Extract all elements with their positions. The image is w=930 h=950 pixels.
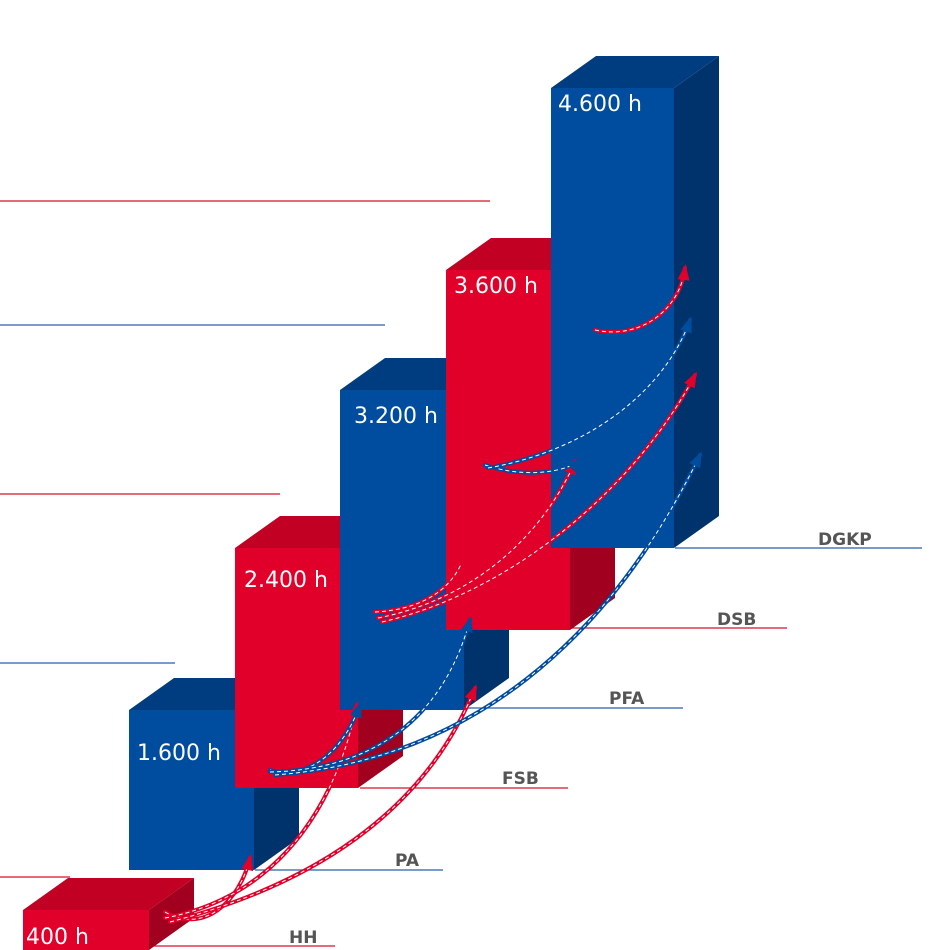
transition-arrow-highlight-9 — [381, 374, 696, 623]
bars — [23, 56, 719, 950]
hours-label-dsb: 3.600 h — [454, 274, 538, 299]
level-label-dgkp: DGKP — [818, 530, 872, 550]
transition-arrow-highlight-7 — [374, 552, 466, 613]
transition-arrow-highlight-6 — [274, 454, 701, 776]
bar-front-hh — [23, 910, 149, 950]
labels: DGKP DSB PFA FSB PA HH 4.600 h 3.600 h 3… — [26, 92, 872, 950]
level-label-dsb: DSB — [717, 610, 756, 630]
transition-arrows — [163, 264, 702, 924]
hours-label-pa: 1.600 h — [137, 741, 221, 766]
transition-arrow-highlight-11 — [487, 319, 691, 469]
bar-side-dgkp — [674, 56, 719, 548]
transition-arrow-highlight-3 — [169, 687, 476, 923]
transition-arrow-highlight-12 — [594, 267, 686, 333]
arrow-head-12 — [677, 264, 690, 281]
hours-label-hh: 400 h — [26, 925, 89, 950]
bar-top-dgkp — [551, 56, 719, 88]
arrow-head-6 — [689, 451, 702, 469]
arrow-head-1 — [241, 854, 254, 872]
bar-front-pfa — [340, 390, 464, 710]
arrow-head-3 — [464, 684, 477, 702]
hours-label-fsb: 2.400 h — [244, 568, 328, 593]
level-baselines — [150, 547, 922, 947]
level-label-hh: HH — [289, 928, 317, 948]
arrow-head-5 — [461, 616, 473, 634]
hours-label-dgkp: 4.600 h — [558, 92, 642, 117]
level-label-pa: PA — [395, 851, 420, 871]
level-label-pfa: PFA — [609, 689, 645, 709]
guide-lines — [0, 200, 490, 878]
hours-label-pfa: 3.200 h — [354, 404, 438, 429]
arrow-head-7 — [456, 549, 468, 567]
transition-arrow-highlight-8 — [377, 461, 576, 619]
transition-arrow-highlight-5 — [269, 619, 471, 773]
bar-front-pa — [129, 710, 254, 870]
arrow-head-4 — [350, 701, 362, 719]
arrow-head-11 — [680, 316, 692, 334]
bar-top-hh — [23, 878, 194, 910]
arrow-head-9 — [684, 371, 697, 389]
level-label-fsb: FSB — [502, 769, 539, 789]
arrow-head-10 — [567, 457, 583, 473]
bar-dgkp — [551, 56, 719, 548]
transition-arrow-highlight-2 — [164, 704, 358, 919]
